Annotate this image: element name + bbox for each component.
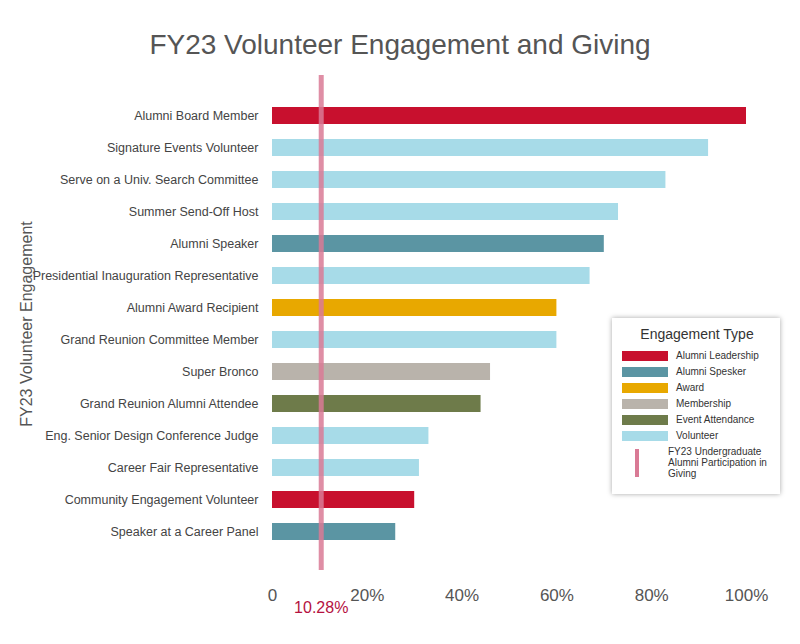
html-text:FY23 Volunteer Engagement and: FY23 Volunteer Engagement and Giving	[149, 29, 651, 60]
svg-text:Alumni Speaker: Alumni Speaker	[170, 237, 258, 251]
svg-text:60%: 60%	[540, 586, 574, 605]
html-text:FY23 Undergraduate Alumni Part: FY23 Undergraduate Alumni Participation …	[668, 446, 767, 479]
svg-text:10.28%: 10.28%	[294, 599, 348, 616]
svg-text:20%: 20%	[350, 586, 384, 605]
html-text:Alumni Spesker: Alumni Spesker	[676, 366, 746, 377]
svg-text:0: 0	[268, 586, 277, 605]
svg-text:Community Engagement Volunteer: Community Engagement Volunteer	[65, 493, 259, 507]
html-text:Engagement Type: Engagement Type	[640, 326, 754, 342]
svg-text:80%: 80%	[635, 586, 669, 605]
svg-text:Serve on a Univ. Search Commit: Serve on a Univ. Search Committee	[60, 173, 259, 187]
svg-text:Presidential Inauguration Repr: Presidential Inauguration Representative	[33, 269, 259, 283]
svg-text:Eng. Senior Design Conference: Eng. Senior Design Conference Judge	[45, 429, 258, 443]
html-text:Event Attendance: Event Attendance	[676, 414, 755, 425]
html-text:Volunteer: Volunteer	[676, 430, 719, 441]
html-text:Membership: Membership	[676, 398, 731, 409]
svg-text:Grand Reunion Committee Member: Grand Reunion Committee Member	[61, 333, 259, 347]
svg-text:FY23 Volunteer Engagement: FY23 Volunteer Engagement	[18, 221, 35, 427]
svg-text:100%: 100%	[725, 586, 768, 605]
svg-text:Speaker at a Career Panel: Speaker at a Career Panel	[110, 525, 258, 539]
html-text:Award: Award	[676, 382, 705, 393]
svg-text:Signature Events Volunteer: Signature Events Volunteer	[107, 141, 259, 155]
svg-text:Grand Reunion Alumni Attendee: Grand Reunion Alumni Attendee	[80, 397, 259, 411]
svg-text:Alumni Award Recipient: Alumni Award Recipient	[127, 301, 259, 315]
svg-text:Summer Send-Off Host: Summer Send-Off Host	[129, 205, 259, 219]
svg-text:Career Fair Representative: Career Fair Representative	[108, 461, 259, 475]
svg-text:Super Bronco: Super Bronco	[182, 365, 258, 379]
svg-text:Alumni Board Member: Alumni Board Member	[134, 109, 258, 123]
svg-text:40%: 40%	[445, 586, 479, 605]
html-text:Alumni Leadership: Alumni Leadership	[676, 350, 759, 361]
